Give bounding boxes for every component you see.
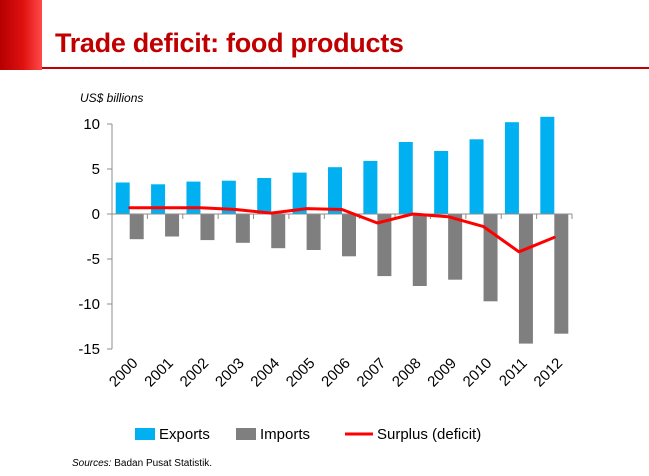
imports-bar — [448, 214, 463, 280]
y-tick-label: 10 — [83, 116, 100, 133]
source-note: Sources: Badan Pusat Statistik. — [72, 458, 212, 469]
exports-bar — [398, 142, 413, 214]
surplus-line — [128, 206, 556, 254]
imports-bar — [129, 214, 144, 240]
exports-bar — [434, 151, 449, 214]
imports-bar — [518, 214, 533, 344]
imports-bar — [200, 214, 215, 241]
imports-bar — [412, 214, 427, 286]
y-axis-label: US$ billions — [80, 91, 143, 105]
legend-surplus-label: Surplus (deficit) — [377, 426, 481, 443]
x-tick-label: 2007 — [354, 355, 390, 391]
imports-bar — [306, 214, 321, 250]
imports-bar — [235, 214, 250, 243]
source-text: Badan Pusat Statistik. — [114, 458, 213, 469]
x-tick-label: 2002 — [177, 355, 213, 391]
exports-bar — [257, 178, 272, 214]
y-tick-label: 5 — [92, 161, 100, 178]
x-tick-label: 2008 — [389, 355, 425, 391]
title-accent-bar — [0, 0, 42, 70]
imports-bar — [554, 214, 569, 334]
exports-bar — [540, 116, 555, 214]
title-divider — [42, 67, 649, 69]
exports-bar — [504, 122, 519, 214]
y-tick-label: -15 — [78, 341, 100, 358]
y-tick-label: -5 — [87, 251, 100, 268]
exports-bar — [186, 181, 201, 214]
exports-bar — [363, 160, 378, 214]
legend-exports-label: Exports — [159, 426, 210, 443]
imports-bar — [165, 214, 180, 237]
imports-bar — [271, 214, 286, 249]
x-tick-label: 2001 — [141, 355, 177, 391]
legend-imports-swatch — [236, 428, 256, 440]
exports-bar — [328, 167, 342, 214]
x-tick-label: 2004 — [247, 355, 283, 391]
x-tick-label: 2003 — [212, 355, 248, 391]
x-tick-label: 2009 — [424, 355, 460, 391]
y-tick-label: 0 — [92, 206, 100, 223]
x-tick-label: 2012 — [531, 355, 567, 391]
page-title: Trade deficit: food products — [55, 28, 404, 58]
x-tick-label: 2000 — [106, 355, 142, 391]
legend-imports-label: Imports — [260, 426, 310, 443]
x-tick-label: 2010 — [460, 355, 496, 391]
imports-bar — [377, 214, 392, 277]
exports-bar — [469, 139, 484, 214]
exports-bar — [292, 172, 307, 214]
exports-bar — [151, 184, 166, 214]
x-tick-label: 2005 — [283, 355, 319, 391]
y-tick-label: -10 — [78, 296, 100, 313]
exports-bar — [115, 182, 130, 214]
legend-exports-swatch — [135, 428, 155, 440]
imports-bar — [342, 214, 356, 257]
x-tick-label: 2011 — [496, 355, 531, 390]
exports-bar — [221, 180, 236, 214]
source-label: Sources: — [72, 458, 112, 469]
x-tick-label: 2006 — [318, 355, 354, 391]
